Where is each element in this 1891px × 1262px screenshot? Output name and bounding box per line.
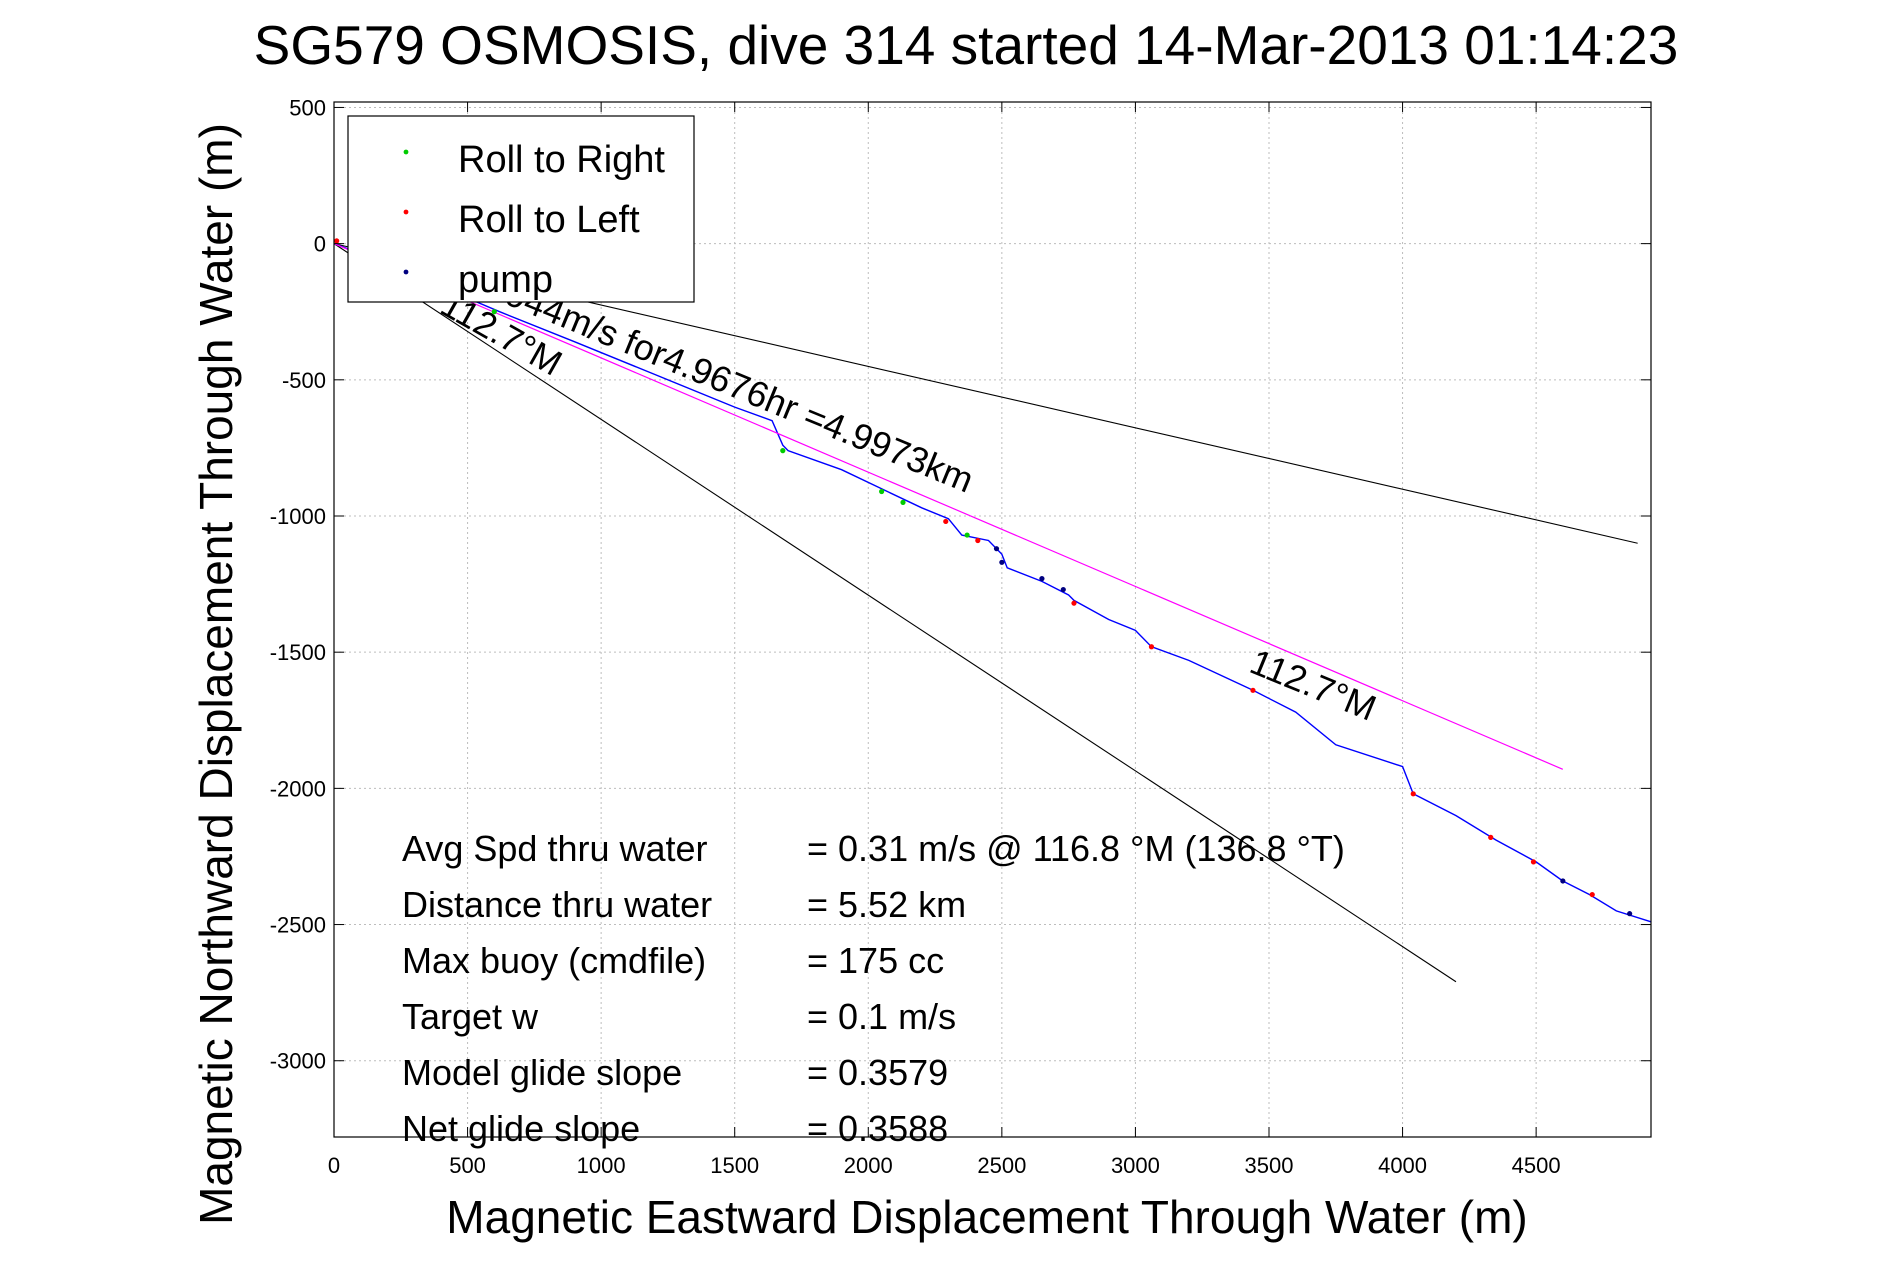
y-tick-label: -1000 [270,504,326,529]
roll-left-marker [1410,791,1416,797]
legend-marker [403,149,409,155]
roll-right-marker [491,309,497,315]
legend-label: pump [458,259,553,301]
stat-value: = 0.1 m/s [807,996,956,1037]
roll-right-marker [780,448,786,454]
stat-label: Distance thru water [402,884,712,925]
y-tick-label: -3000 [270,1049,326,1074]
track-line [333,242,1652,923]
y-axis-label: Magnetic Northward Displacement Through … [190,123,242,1225]
x-tick-label: 2000 [844,1153,893,1178]
stat-label: Max buoy (cmdfile) [402,940,706,981]
stat-value: = 5.52 km [807,884,966,925]
y-tick-label: 0 [314,232,326,257]
legend-marker [403,269,409,275]
y-tick-label: -1500 [270,640,326,665]
bearing-guide-line [333,243,1457,983]
y-tick-label: -2500 [270,913,326,938]
legend-label: Roll to Right [458,139,665,181]
roll-left-marker [1488,834,1494,840]
roll-left-marker [943,518,949,525]
roll-right-marker [879,488,885,495]
pump-marker [1627,911,1633,917]
pump-marker [999,559,1005,565]
stat-label: Avg Spd thru water [402,828,708,869]
roll-left-marker [975,537,981,544]
pump-marker [1039,576,1045,582]
x-tick-label: 1000 [577,1153,626,1178]
x-tick-label: 1500 [710,1153,759,1178]
roll-left-marker [1071,600,1077,606]
track-annotation: 112.7°M [1245,641,1383,729]
ticks: 0 500 1000 1500 2000 2500 3000 3500 4000 45005000… [270,95,1651,1178]
axes-frame [333,101,1652,1138]
x-axis-label: Magnetic Eastward Displacement Through W… [446,1191,1527,1243]
legend-label: Roll to Left [458,199,640,241]
y-tick-label: -500 [282,368,326,393]
markers [334,238,1633,917]
roll-left-marker [1530,859,1537,865]
stat-label: Target w [402,996,539,1037]
legend: Roll to Right Roll to Left pump [347,115,695,303]
pump-marker [993,546,1000,552]
y-tick-label: -2000 [270,776,326,801]
stats-block: Avg Spd thru water = 0.31 m/s @ 116.8 °M … [402,828,1345,1149]
x-tick-label: 0 [328,1153,340,1178]
chart-title: SG579 OSMOSIS, dive 314 started 14-Mar-2… [254,14,1679,76]
stat-value: = 175 cc [807,940,944,981]
stat-value: = 0.3579 [807,1052,948,1093]
roll-left-marker [1148,644,1155,650]
stat-label: Net glide slope [402,1108,640,1149]
annotations: 0.27944m/s for4.9676hr =4.9973km112.7°M1… [434,246,1382,729]
legend-marker [403,209,409,215]
roll-right-marker [964,532,970,538]
x-tick-label: 2500 [977,1153,1026,1178]
x-tick-label: 3500 [1245,1153,1294,1178]
x-tick-label: 500 [449,1153,486,1178]
stat-value: = 0.31 m/s @ 116.8 °M (136.8 °T) [807,828,1345,869]
y-tick-label: 500 [289,95,326,120]
x-tick-label: 4000 [1378,1153,1427,1178]
series [333,242,1652,923]
roll-right-marker [900,499,906,505]
roll-left-marker [1589,891,1595,898]
x-tick-label: 4500 [1512,1153,1561,1178]
stat-value: = 0.3588 [807,1108,948,1149]
average-track-line [333,243,1564,770]
x-tick-label: 3000 [1111,1153,1160,1178]
pump-marker [1060,586,1066,593]
stat-label: Model glide slope [402,1052,682,1093]
roll-left-marker [334,238,340,244]
roll-left-marker [1250,687,1256,693]
pump-marker [1560,878,1566,884]
